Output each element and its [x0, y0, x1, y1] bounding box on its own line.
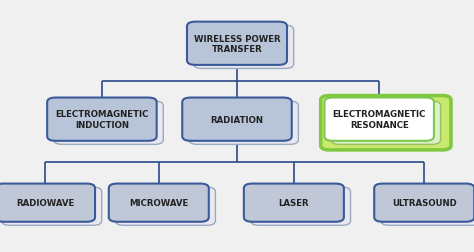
FancyBboxPatch shape [187, 23, 287, 66]
FancyBboxPatch shape [244, 184, 344, 222]
FancyBboxPatch shape [182, 98, 292, 141]
Text: ULTRASOUND: ULTRASOUND [392, 198, 456, 207]
Text: ELECTROMAGNETIC
INDUCTION: ELECTROMAGNETIC INDUCTION [55, 110, 148, 129]
FancyBboxPatch shape [0, 184, 95, 222]
FancyBboxPatch shape [250, 187, 350, 225]
FancyBboxPatch shape [193, 26, 293, 69]
Text: RADIATION: RADIATION [210, 115, 264, 124]
FancyBboxPatch shape [381, 187, 474, 225]
Text: RADIOWAVE: RADIOWAVE [16, 198, 74, 207]
FancyBboxPatch shape [54, 102, 163, 145]
FancyBboxPatch shape [374, 184, 474, 222]
Text: ELECTROMAGNETIC
RESONANCE: ELECTROMAGNETIC RESONANCE [333, 110, 426, 129]
FancyBboxPatch shape [320, 96, 451, 150]
FancyBboxPatch shape [331, 102, 440, 145]
FancyBboxPatch shape [2, 187, 101, 225]
Text: WIRELESS POWER
TRANSFER: WIRELESS POWER TRANSFER [194, 35, 280, 54]
FancyBboxPatch shape [47, 98, 156, 141]
Text: LASER: LASER [279, 198, 309, 207]
Text: MICROWAVE: MICROWAVE [129, 198, 189, 207]
FancyBboxPatch shape [109, 184, 209, 222]
FancyBboxPatch shape [324, 98, 434, 141]
FancyBboxPatch shape [116, 187, 215, 225]
FancyBboxPatch shape [189, 102, 299, 145]
